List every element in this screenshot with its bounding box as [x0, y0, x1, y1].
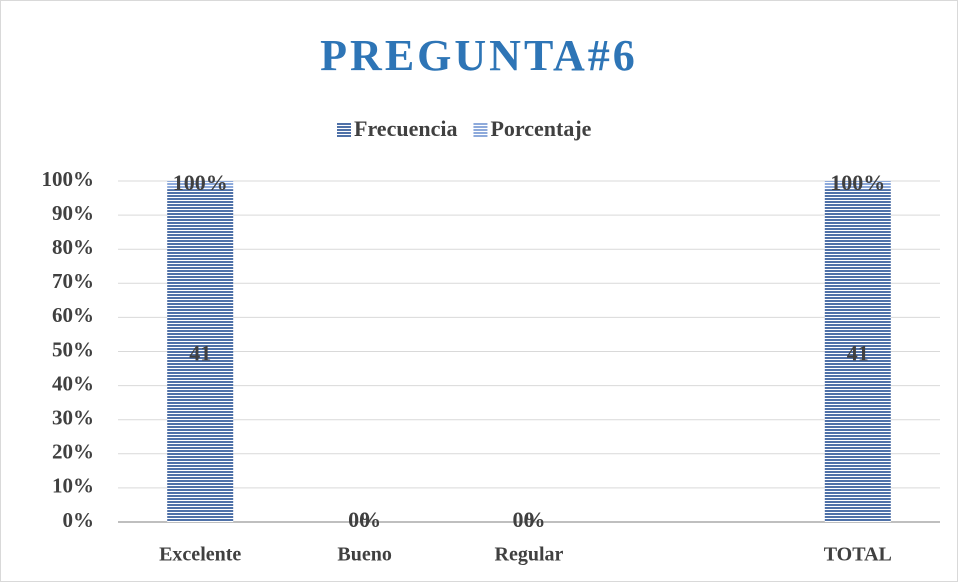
data-label: 0: [524, 507, 535, 532]
data-label: 41: [847, 341, 869, 366]
x-tick-label: Regular: [495, 544, 564, 566]
chart-title: PREGUNTA#6: [320, 31, 638, 80]
data-label: 100%: [173, 170, 228, 195]
bar: [167, 181, 234, 190]
y-tick-label: 70%: [52, 269, 94, 293]
y-tick-label: 50%: [52, 337, 94, 361]
x-tick-label: Excelente: [159, 544, 241, 566]
x-tick-label: TOTAL: [824, 544, 892, 566]
data-label: 100%: [830, 170, 885, 195]
bar: [824, 181, 891, 190]
bar: [824, 189, 891, 522]
y-tick-label: 60%: [52, 303, 94, 327]
y-tick-label: 40%: [52, 371, 94, 395]
y-tick-label: 0%: [63, 508, 95, 532]
legend-label: Porcentaje: [490, 116, 591, 141]
y-tick-label: 20%: [52, 440, 94, 464]
data-label: 41: [189, 341, 211, 366]
legend-swatch: [473, 123, 488, 137]
bar: [167, 189, 234, 522]
legend-label: Frecuencia: [354, 116, 457, 141]
y-tick-label: 10%: [52, 474, 94, 498]
legend-swatch: [337, 123, 351, 137]
data-label: 0%: [513, 507, 546, 532]
x-tick-label: Bueno: [337, 544, 391, 566]
y-tick-label: 100%: [42, 167, 95, 191]
y-tick-label: 90%: [52, 201, 94, 225]
data-label: 0: [359, 507, 370, 532]
data-label: 0%: [348, 507, 381, 532]
y-tick-label: 30%: [52, 406, 94, 430]
y-tick-label: 80%: [52, 235, 94, 259]
